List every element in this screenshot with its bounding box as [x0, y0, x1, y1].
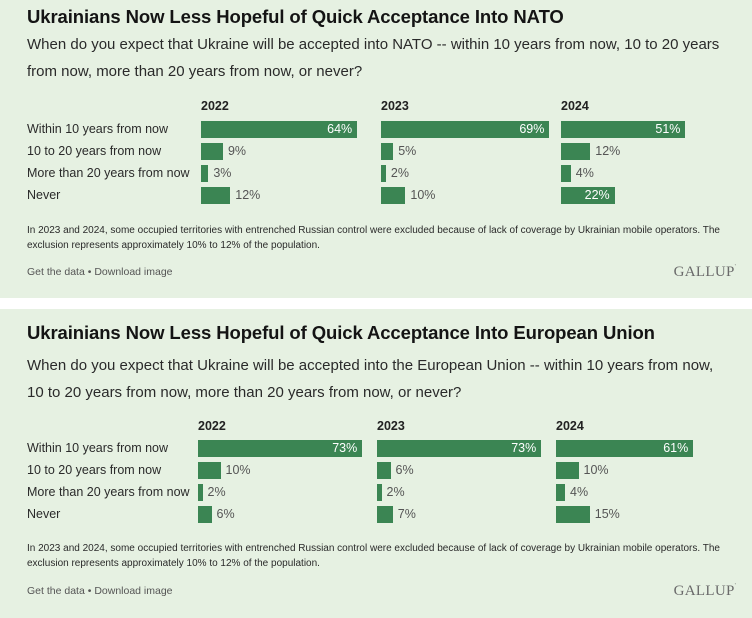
data-label: 64% [327, 122, 353, 136]
nato-chart-panel: Ukrainians Now Less Hopeful of Quick Acc… [0, 0, 752, 298]
data-label: 51% [655, 122, 681, 136]
chart-footnote: In 2023 and 2024, some occupied territor… [27, 543, 720, 569]
get-the-data-link[interactable]: Get the data [27, 585, 85, 597]
year-header: 2023 [377, 419, 405, 433]
year-header: 2024 [556, 419, 584, 433]
category-label: More than 20 years from now [27, 485, 190, 499]
bar [556, 462, 579, 479]
data-label: 2% [390, 166, 409, 180]
year-header: 2022 [201, 99, 229, 113]
bar [561, 165, 571, 182]
bar [377, 484, 382, 501]
bar [381, 187, 406, 204]
data-label: 69% [519, 122, 545, 136]
chart-question: When do you expect that Ukraine will be … [27, 357, 714, 401]
bar [381, 143, 394, 160]
bar [377, 462, 391, 479]
get-the-data-link[interactable]: Get the data [27, 266, 85, 278]
chart-footnote: In 2023 and 2024, some occupied territor… [27, 225, 720, 251]
category-label: Within 10 years from now [27, 441, 169, 455]
bar [377, 440, 542, 457]
bar [201, 121, 358, 138]
category-label: Never [27, 188, 61, 202]
category-label: 10 to 20 years from now [27, 463, 162, 477]
data-label: 61% [663, 441, 689, 455]
year-header: 2023 [381, 99, 409, 113]
data-label: 73% [511, 441, 537, 455]
data-label: 4% [575, 166, 594, 180]
bar [561, 143, 591, 160]
bar [198, 462, 221, 479]
category-label: 10 to 20 years from now [27, 144, 162, 158]
chart-question: When do you expect that Ukraine will be … [27, 36, 720, 80]
logo-text: GALLUP [673, 583, 735, 599]
bar [201, 165, 209, 182]
data-label: 2% [207, 485, 226, 499]
logo-mark: ' [734, 583, 736, 589]
download-image-link[interactable]: Download image [94, 585, 173, 597]
bar [201, 187, 231, 204]
bar [556, 440, 694, 457]
data-label: 10% [225, 463, 251, 477]
data-label: 12% [235, 188, 261, 202]
gallup-logo: GALLUP' [674, 583, 736, 600]
bar [377, 506, 393, 523]
link-separator: • [84, 266, 95, 278]
download-image-link[interactable]: Download image [94, 266, 173, 278]
bar [561, 121, 686, 138]
link-separator: • [84, 585, 95, 597]
data-label: 73% [332, 441, 358, 455]
logo-mark: ' [734, 264, 736, 270]
data-label: 15% [594, 507, 620, 521]
eu-chart-panel: Ukrainians Now Less Hopeful of Quick Acc… [0, 309, 752, 618]
chart-title: Ukrainians Now Less Hopeful of Quick Acc… [27, 6, 564, 27]
bar [198, 506, 212, 523]
year-header: 2024 [561, 99, 589, 113]
data-label: 12% [595, 144, 621, 158]
logo-text: GALLUP [673, 264, 735, 280]
data-label: 10% [410, 188, 436, 202]
data-label: 22% [584, 188, 610, 202]
data-label: 3% [213, 166, 232, 180]
bar [201, 143, 223, 160]
data-label: 7% [397, 507, 416, 521]
data-label: 4% [570, 485, 589, 499]
bar [556, 484, 565, 501]
data-label: 5% [398, 144, 417, 158]
bar [381, 121, 550, 138]
bar [198, 484, 203, 501]
bar [556, 506, 590, 523]
data-label: 9% [227, 144, 247, 158]
data-label: 10% [583, 463, 609, 477]
data-label: 6% [216, 507, 235, 521]
data-label: 6% [395, 463, 414, 477]
category-label: Never [27, 507, 61, 521]
gallup-logo: GALLUP' [674, 264, 736, 281]
chart-title: Ukrainians Now Less Hopeful of Quick Acc… [27, 322, 655, 343]
bar [561, 187, 615, 204]
chart-links: Get the data • Download image [27, 585, 173, 597]
category-label: More than 20 years from now [27, 166, 190, 180]
category-label: Within 10 years from now [27, 122, 169, 136]
year-header: 2022 [198, 419, 226, 433]
bar [381, 165, 386, 182]
data-label: 2% [386, 485, 405, 499]
chart-links: Get the data • Download image [27, 266, 173, 278]
bar [198, 440, 363, 457]
